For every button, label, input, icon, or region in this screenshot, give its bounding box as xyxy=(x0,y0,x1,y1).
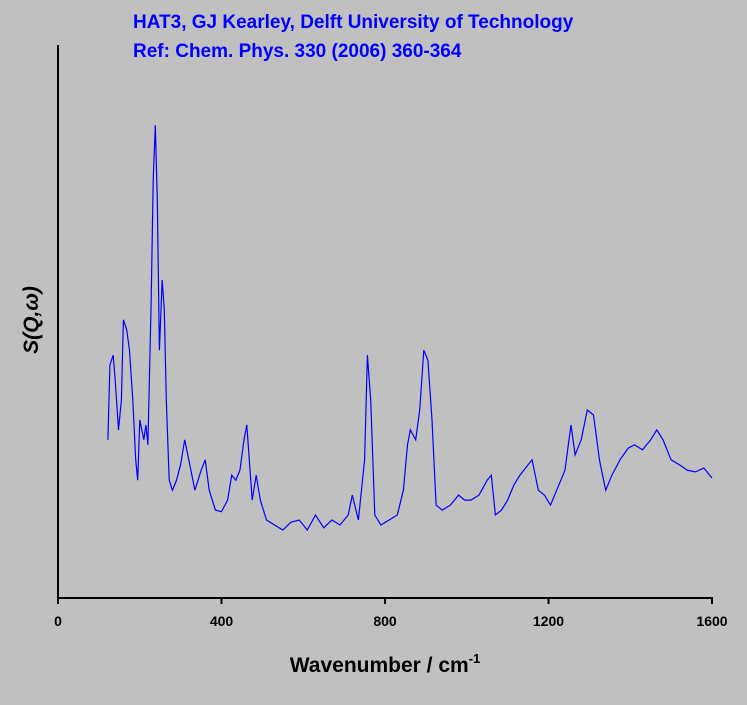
x-tick-label: 0 xyxy=(54,613,62,629)
x-axis-label-superscript: -1 xyxy=(469,651,481,666)
title-line: Ref: Chem. Phys. 330 (2006) 360-364 xyxy=(133,41,462,62)
x-tick-label: 1200 xyxy=(533,613,564,629)
x-tick-label: 800 xyxy=(373,613,397,629)
spectrum-line xyxy=(107,125,713,532)
x-tick-label: 400 xyxy=(210,613,234,629)
x-axis-label: Wavenumber / cm-1 xyxy=(290,651,481,677)
title-line: HAT3, GJ Kearley, Delft University of Te… xyxy=(133,12,574,33)
x-axis-label-text: Wavenumber / cm xyxy=(290,654,469,677)
x-tick-label: 1600 xyxy=(696,613,727,629)
y-axis-label: S(Q,ω) xyxy=(20,286,43,354)
